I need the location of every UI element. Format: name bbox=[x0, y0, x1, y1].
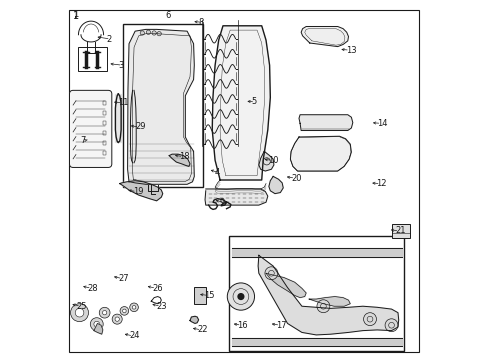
Polygon shape bbox=[298, 115, 352, 131]
Circle shape bbox=[75, 309, 83, 317]
Circle shape bbox=[122, 309, 126, 313]
Polygon shape bbox=[169, 154, 190, 166]
Polygon shape bbox=[258, 151, 273, 171]
Polygon shape bbox=[190, 316, 198, 323]
Bar bbox=[102, 101, 106, 105]
Text: 11: 11 bbox=[118, 98, 128, 107]
Polygon shape bbox=[265, 273, 305, 298]
Circle shape bbox=[120, 307, 128, 315]
Text: 28: 28 bbox=[87, 284, 98, 293]
Circle shape bbox=[157, 32, 161, 36]
Text: 22: 22 bbox=[197, 325, 207, 334]
Circle shape bbox=[237, 293, 244, 300]
Polygon shape bbox=[127, 30, 194, 184]
Text: 8: 8 bbox=[198, 18, 203, 27]
Bar bbox=[102, 141, 106, 145]
Bar bbox=[78, 47, 107, 71]
Polygon shape bbox=[290, 136, 351, 171]
Polygon shape bbox=[120, 181, 163, 201]
Polygon shape bbox=[268, 176, 283, 194]
Circle shape bbox=[316, 300, 329, 313]
Bar bbox=[194, 287, 205, 304]
Text: 6: 6 bbox=[165, 11, 171, 20]
Text: 20: 20 bbox=[290, 174, 301, 183]
Text: 23: 23 bbox=[156, 302, 167, 311]
Polygon shape bbox=[212, 26, 270, 180]
Text: 19: 19 bbox=[132, 187, 143, 196]
Text: 7: 7 bbox=[80, 136, 85, 145]
Text: 9: 9 bbox=[219, 198, 224, 207]
Bar bbox=[102, 121, 106, 125]
Polygon shape bbox=[204, 189, 267, 205]
Circle shape bbox=[152, 31, 156, 35]
Circle shape bbox=[70, 304, 88, 321]
Text: 29: 29 bbox=[135, 122, 145, 131]
Circle shape bbox=[363, 313, 376, 325]
Text: 16: 16 bbox=[237, 321, 247, 330]
FancyBboxPatch shape bbox=[69, 90, 112, 167]
Polygon shape bbox=[258, 255, 398, 335]
Circle shape bbox=[94, 321, 100, 327]
Text: 25: 25 bbox=[77, 302, 87, 311]
Text: 21: 21 bbox=[394, 226, 405, 235]
Bar bbox=[102, 131, 106, 135]
Text: 24: 24 bbox=[129, 332, 139, 341]
Circle shape bbox=[384, 319, 397, 332]
Circle shape bbox=[129, 303, 138, 312]
Polygon shape bbox=[308, 297, 349, 306]
Text: 15: 15 bbox=[204, 291, 214, 300]
Circle shape bbox=[102, 311, 106, 315]
Circle shape bbox=[90, 318, 103, 330]
Circle shape bbox=[115, 317, 119, 321]
Circle shape bbox=[99, 307, 110, 318]
Text: 1: 1 bbox=[73, 11, 79, 21]
Circle shape bbox=[132, 306, 136, 309]
Text: 17: 17 bbox=[276, 321, 286, 330]
Text: 12: 12 bbox=[376, 179, 386, 188]
Text: 2: 2 bbox=[106, 35, 111, 44]
Circle shape bbox=[140, 31, 144, 35]
Text: 1: 1 bbox=[73, 10, 78, 19]
Bar bbox=[122, 24, 203, 187]
Text: 13: 13 bbox=[345, 46, 356, 55]
Bar bbox=[391, 224, 409, 238]
Circle shape bbox=[227, 283, 254, 310]
Polygon shape bbox=[94, 323, 102, 334]
Text: 10: 10 bbox=[268, 156, 279, 165]
Text: 4: 4 bbox=[215, 168, 220, 177]
Text: 3: 3 bbox=[118, 61, 123, 70]
Circle shape bbox=[112, 314, 122, 324]
Bar bbox=[102, 151, 106, 155]
Bar bbox=[102, 111, 106, 115]
Polygon shape bbox=[301, 27, 348, 46]
Text: 26: 26 bbox=[152, 284, 163, 293]
Text: 5: 5 bbox=[250, 97, 256, 106]
Circle shape bbox=[264, 267, 277, 280]
Text: 27: 27 bbox=[118, 274, 129, 283]
Bar bbox=[229, 236, 404, 351]
Text: 14: 14 bbox=[376, 119, 387, 128]
Text: 18: 18 bbox=[179, 152, 189, 161]
Circle shape bbox=[146, 30, 150, 35]
